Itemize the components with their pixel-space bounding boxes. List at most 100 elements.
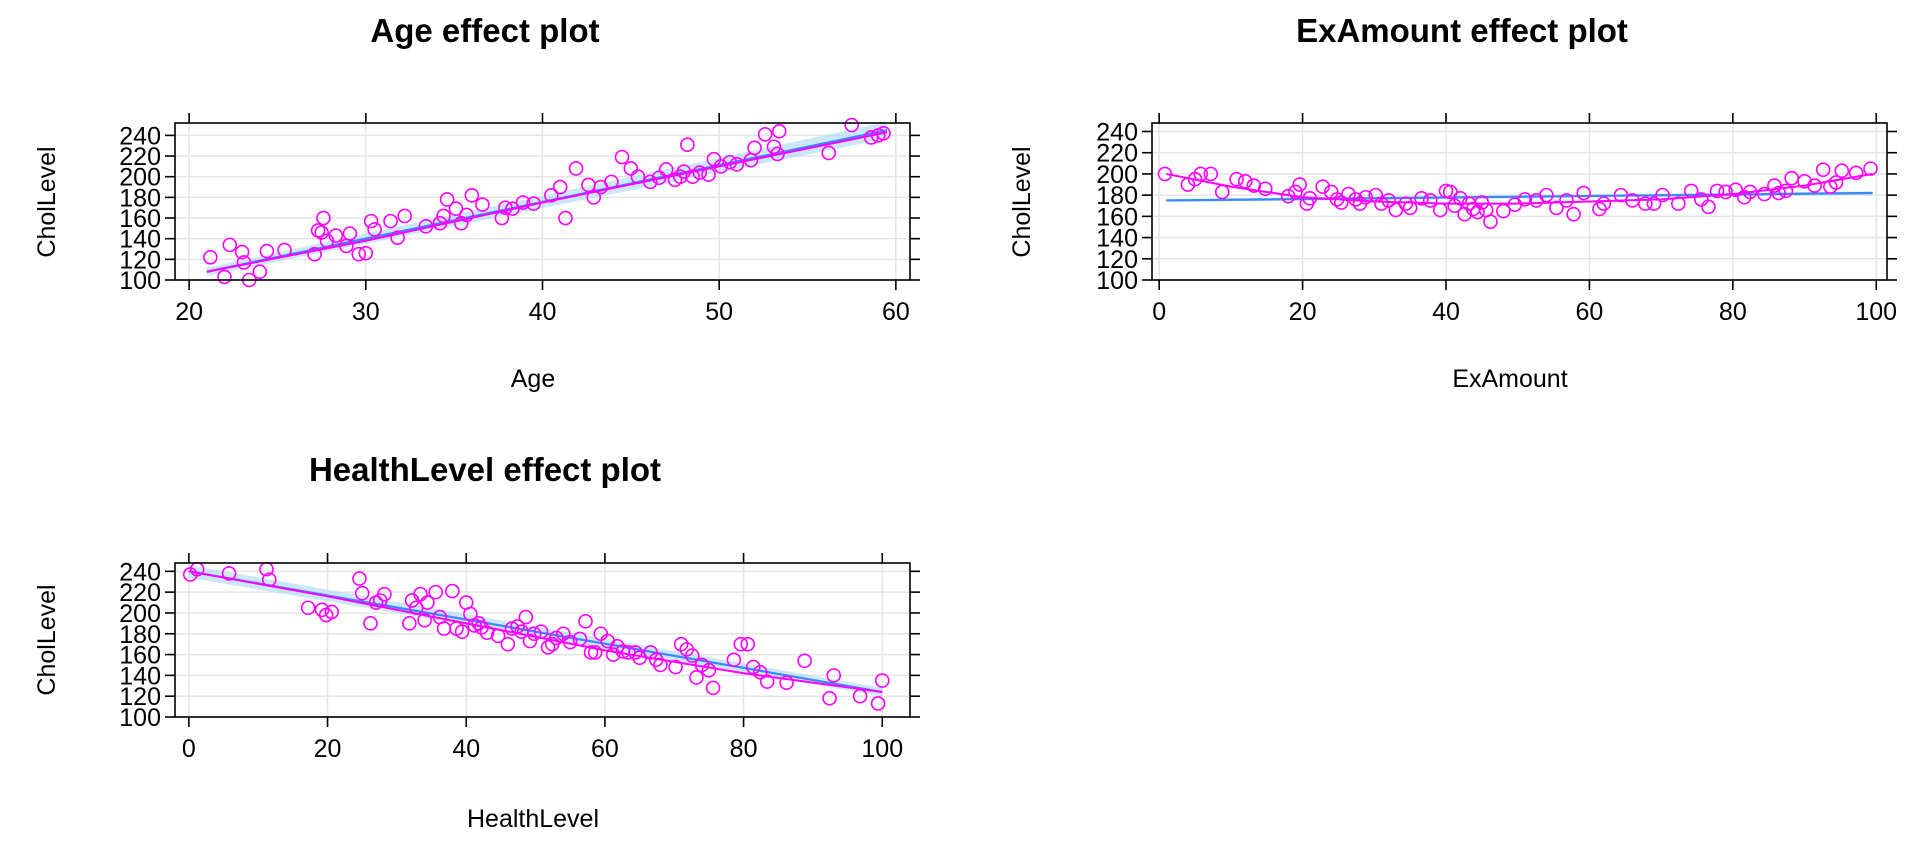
age-data-point <box>498 200 513 215</box>
age-y-tick-label: 220 <box>119 143 161 171</box>
examount-x-tick-label: 20 <box>1289 298 1317 326</box>
healthlevel-y-tick-label: 240 <box>119 558 161 586</box>
age-data-point <box>459 207 474 223</box>
age-data-point <box>642 174 658 190</box>
age-data-point <box>439 192 455 207</box>
examount-data-point <box>1470 204 1485 220</box>
examount-data-point <box>1815 162 1831 177</box>
age-data-point <box>432 215 448 231</box>
age-data-point <box>436 208 451 224</box>
age-data-point <box>259 243 275 259</box>
examount-data-point <box>1157 166 1173 182</box>
age-data-point <box>558 210 573 226</box>
age-data-point <box>747 140 762 156</box>
healthlevel-data-point <box>726 652 742 668</box>
age-data-point <box>217 269 232 285</box>
examount-data-point <box>1315 179 1330 194</box>
healthlevel-y-tick-label: 120 <box>119 683 161 711</box>
age-data-point <box>475 197 490 212</box>
age-data-point <box>252 264 268 280</box>
healthlevel-data-point <box>752 664 768 680</box>
healthlevel-data-point <box>428 584 444 600</box>
examount-y-tick-label: 140 <box>1096 225 1138 253</box>
examount-data-point <box>1193 166 1209 182</box>
age-data-point <box>390 230 405 245</box>
examount-data-point <box>1683 183 1699 199</box>
age-data-point <box>586 190 602 205</box>
examount-x-tick-label: 60 <box>1576 298 1604 326</box>
age-data-point <box>367 222 382 237</box>
age-x-tick-label: 40 <box>529 298 557 326</box>
healthlevel-y-tick-label: 180 <box>119 621 161 649</box>
examount-y-tick-label: 180 <box>1096 182 1138 210</box>
age-data-point <box>363 213 379 229</box>
examount-data-point <box>1517 192 1533 207</box>
age-x-axis-label: Age <box>511 365 555 393</box>
age-y-tick-label: 200 <box>119 164 161 192</box>
age-data-point <box>351 246 367 262</box>
healthlevel-data-point <box>500 636 516 652</box>
examount-y-tick-label: 220 <box>1096 140 1138 168</box>
age-x-tick-label: 20 <box>175 298 203 326</box>
healthlevel-data-point <box>605 647 621 662</box>
examount-data-point <box>1237 174 1253 189</box>
age-data-point <box>680 137 695 152</box>
examount-data-point <box>1474 195 1490 210</box>
healthlevel-data-point <box>759 674 775 689</box>
healthlevel-data-point <box>689 670 704 685</box>
age-data-point <box>236 255 252 270</box>
healthlevel-data-point <box>474 620 489 635</box>
examount-data-point <box>1358 189 1373 205</box>
healthlevel-data-point <box>314 602 330 618</box>
age-data-point <box>397 208 412 224</box>
healthlevel-data-point <box>740 636 756 652</box>
age-data-point <box>685 169 700 185</box>
healthlevel-data-point <box>648 652 664 668</box>
examount-data-point <box>1381 193 1396 208</box>
examount-data-point <box>1718 184 1733 200</box>
age-data-point <box>494 210 510 226</box>
age-data-point <box>568 161 584 176</box>
examount-effect-panel: ExAmount effect plot ExAmount CholLevel … <box>1008 12 1897 393</box>
age-data-point <box>676 164 692 179</box>
examount-data-point <box>1771 185 1787 201</box>
examount-data-point <box>1398 196 1414 211</box>
examount-data-point <box>1655 187 1670 203</box>
examount-data-point <box>1863 161 1878 176</box>
age-data-point <box>844 117 859 133</box>
age-data-point <box>701 167 716 182</box>
age-x-tick-label: 30 <box>352 298 380 326</box>
age-data-point <box>310 223 326 238</box>
age-data-point <box>316 210 331 226</box>
examount-data-point <box>1638 196 1653 211</box>
examount-data-point <box>1302 191 1318 206</box>
age-data-point <box>614 149 630 165</box>
age-y-tick-label: 160 <box>119 205 161 233</box>
healthlevel-data-point <box>874 673 890 688</box>
healthlevel-data-point <box>526 626 542 642</box>
age-data-point <box>821 145 837 161</box>
healthlevel-x-tick-label: 0 <box>182 735 196 763</box>
age-data-point <box>203 249 218 265</box>
healthlevel-y-axis-label: CholLevel <box>33 584 61 695</box>
examount-x-tick-label: 100 <box>1855 298 1897 326</box>
healthlevel-data-point <box>420 595 435 610</box>
age-data-point <box>692 165 708 180</box>
healthlevel-data-point <box>643 645 658 660</box>
examount-data-point <box>1496 203 1511 219</box>
healthlevel-data-point <box>583 645 599 660</box>
examount-y-tick-label: 120 <box>1096 246 1138 274</box>
healthlevel-data-point <box>363 616 378 631</box>
examount-data-point <box>1701 199 1716 215</box>
healthlevel-data-point <box>324 604 340 620</box>
examount-y-tick-label: 100 <box>1096 267 1138 295</box>
healthlevel-data-point <box>610 638 625 654</box>
healthlevel-y-tick-label: 160 <box>119 642 161 670</box>
examount-data-point <box>1828 175 1844 190</box>
examount-data-point <box>1709 183 1725 199</box>
healthlevel-data-point <box>587 645 603 660</box>
healthlevel-data-point <box>668 659 683 675</box>
examount-y-tick-label: 200 <box>1096 161 1138 189</box>
age-data-point <box>526 196 541 211</box>
examount-y-tick-label: 240 <box>1096 118 1138 146</box>
